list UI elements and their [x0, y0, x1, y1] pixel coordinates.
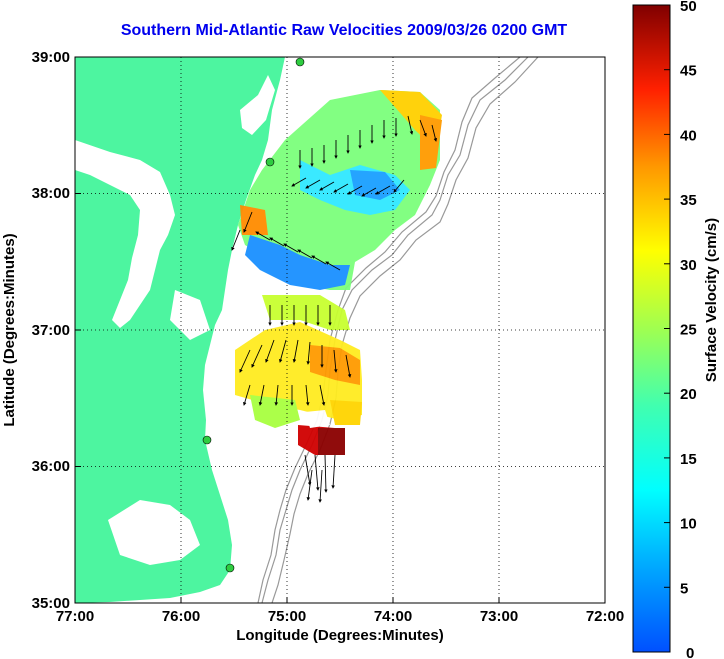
y-tick-label: 39:00 [32, 49, 70, 66]
x-axis-label: Longitude (Degrees:Minutes) [236, 627, 444, 644]
station-marker [202, 435, 212, 445]
x-tick-labels: 77:00 76:00 75:00 74:00 73:00 72:00 [56, 608, 624, 625]
station-marker [295, 57, 305, 67]
y-tick-label: 37:00 [32, 322, 70, 339]
x-tick-label: 73:00 [480, 608, 518, 625]
y-tick-label: 35:00 [32, 595, 70, 612]
y-tick-labels: 39:00 38:00 37:00 36:00 35:00 [32, 49, 70, 612]
colorbar-tick-label: 20 [680, 386, 697, 403]
colorbar: 50 45 40 35 30 25 20 15 10 5 0 Surface V… [632, 0, 720, 659]
colorbar-gradient [632, 4, 671, 653]
colorbar-tick-label: 0 [686, 645, 694, 659]
colorbar-tick-label: 25 [680, 322, 697, 339]
x-tick-label: 76:00 [162, 608, 200, 625]
colorbar-tick-label: 10 [680, 516, 697, 533]
station-marker [265, 157, 275, 167]
grid-lines [75, 57, 605, 603]
colorbar-tick-label: 15 [680, 451, 697, 468]
colorbar-tick-label: 30 [680, 257, 697, 274]
y-tick-label: 36:00 [32, 458, 70, 475]
x-tick-label: 75:00 [268, 608, 306, 625]
velocity-arrows [231, 115, 438, 503]
colorbar-tick-label: 35 [680, 192, 697, 209]
station-marker [225, 563, 235, 573]
x-tick-label: 74:00 [374, 608, 412, 625]
map-title: Southern Mid-Atlantic Raw Velocities 200… [120, 22, 568, 39]
axis-ticks [74, 56, 606, 604]
x-tick-label: 77:00 [56, 608, 94, 625]
radar-stations [202, 57, 305, 573]
colorbar-label: Surface Velocity (cm/s) [703, 218, 720, 382]
colorbar-tick-label: 50 [680, 0, 697, 15]
y-tick-label: 38:00 [32, 185, 70, 202]
colorbar-tick-label: 5 [680, 580, 688, 597]
y-axis-label: Latitude (Degrees:Minutes) [1, 233, 18, 426]
colorbar-tick-label: 40 [680, 127, 697, 144]
colorbar-tick-label: 45 [680, 63, 697, 80]
x-tick-label: 72:00 [586, 608, 624, 625]
